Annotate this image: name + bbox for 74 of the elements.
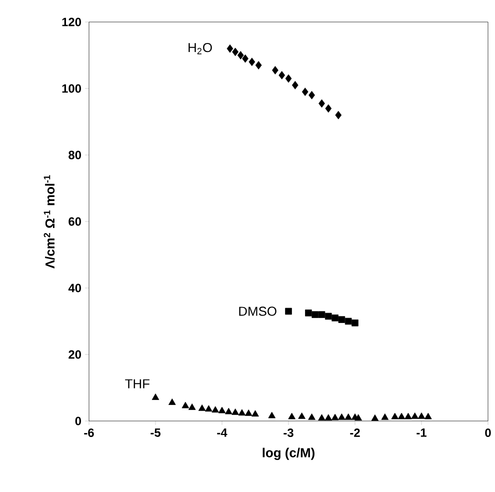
series-label: H$_{2}$O: [188, 42, 212, 54]
x-axis-title: log (c/M): [262, 448, 314, 460]
point: [318, 414, 326, 421]
point: [226, 44, 234, 53]
x-tick-label: -2: [350, 428, 360, 437]
point: [381, 413, 389, 420]
point: [318, 311, 326, 318]
point: [302, 88, 308, 96]
point: [312, 311, 318, 318]
point: [168, 398, 176, 405]
y-axis-title: Λ/cm$^{2}$ Ω$^{-1}$ mol$^{-1}$: [44, 175, 55, 269]
point: [344, 413, 352, 420]
point: [352, 320, 358, 326]
point: [324, 414, 332, 421]
point: [198, 404, 206, 411]
x-tick-label: -6: [84, 428, 94, 437]
point: [252, 410, 259, 417]
y-tick-label: 0: [75, 416, 81, 426]
y-tick-label: 80: [68, 150, 81, 160]
point: [285, 308, 292, 315]
y-tick-label: 120: [62, 18, 81, 26]
x-tick-label: -3: [284, 428, 294, 437]
y-tick-label: 40: [68, 284, 81, 292]
point: [182, 402, 190, 408]
point: [325, 104, 332, 113]
point: [288, 412, 296, 420]
point: [232, 408, 239, 415]
point: [318, 99, 325, 108]
point: [278, 71, 286, 80]
point: [371, 414, 379, 421]
point: [218, 406, 226, 414]
y-tick-label: 100: [62, 84, 81, 93]
series-label: DMSO: [239, 306, 276, 316]
point: [248, 58, 256, 66]
point: [188, 404, 196, 410]
x-tick-label: -1: [416, 428, 426, 437]
point: [272, 66, 278, 74]
point: [305, 310, 312, 316]
point: [424, 412, 432, 420]
point: [344, 318, 352, 325]
y-tick-label: 60: [68, 217, 81, 226]
x-tick-label: -5: [150, 428, 160, 437]
point: [335, 110, 342, 120]
point: [152, 394, 160, 400]
point: [391, 412, 399, 420]
point: [292, 80, 298, 90]
point: [338, 413, 346, 420]
point: [354, 414, 362, 421]
point: [404, 412, 412, 420]
series-label: THF: [125, 379, 150, 388]
x-tick-label: 0: [485, 428, 491, 437]
y-tick-label: 20: [68, 350, 81, 359]
point: [285, 74, 292, 83]
point: [308, 413, 316, 420]
point: [308, 90, 315, 100]
point: [398, 412, 406, 420]
point: [237, 51, 244, 60]
point: [331, 414, 339, 420]
point: [298, 412, 306, 419]
point: [268, 412, 276, 418]
point: [255, 61, 262, 70]
point: [242, 54, 248, 63]
point: [411, 412, 418, 419]
point: [244, 410, 252, 416]
point: [225, 408, 232, 414]
point: [232, 48, 238, 56]
point: [338, 316, 346, 323]
x-tick-label: -4: [217, 428, 228, 437]
point: [205, 405, 212, 412]
point: [325, 312, 332, 320]
point: [418, 412, 426, 419]
point: [238, 409, 246, 416]
point: [212, 406, 219, 413]
point: [332, 314, 338, 322]
